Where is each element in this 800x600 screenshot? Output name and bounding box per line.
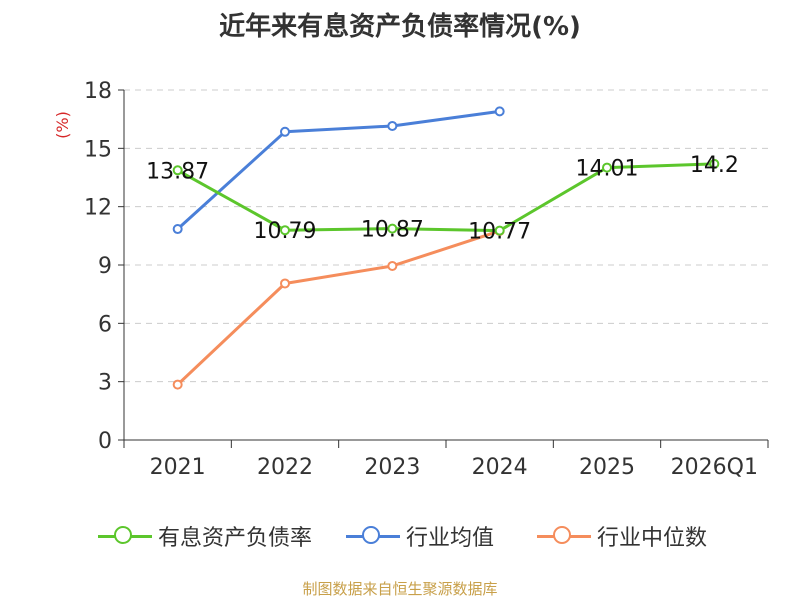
- legend-marker: [362, 526, 380, 544]
- legend-label: 行业中位数: [597, 526, 708, 551]
- data-label: 13.87: [146, 159, 209, 184]
- source-note: 制图数据来自恒生聚源数据库: [302, 580, 498, 598]
- data-point: [172, 224, 183, 235]
- legend-item[interactable]: 行业中位数: [537, 520, 707, 552]
- y-axis-label: (%): [53, 111, 72, 139]
- data-point: [602, 162, 612, 173]
- data-point: [709, 158, 720, 169]
- legend-item[interactable]: 行业均值: [346, 520, 494, 552]
- legend-item[interactable]: 有息资产负债率: [98, 520, 312, 552]
- data-point: [280, 126, 290, 137]
- x-tick-label: 2025: [579, 455, 635, 480]
- data-label: 14.01: [576, 157, 639, 182]
- x-tick-label: 2026Q1: [671, 455, 758, 480]
- legend-label: 行业均值: [406, 526, 495, 551]
- y-tick-label: 18: [84, 79, 112, 104]
- data-point: [387, 260, 398, 271]
- series-line: [176, 109, 500, 231]
- y-tick-label: 15: [84, 137, 112, 162]
- data-label: 14.2: [690, 153, 739, 178]
- series-line: [176, 229, 501, 386]
- legend-swatch: [346, 520, 400, 552]
- y-tick-label: 9: [98, 254, 112, 279]
- y-tick-label: 6: [98, 312, 112, 337]
- x-tick-label: 2023: [364, 455, 420, 480]
- data-point: [280, 225, 290, 236]
- series-line: [176, 162, 715, 233]
- data-point: [280, 278, 290, 289]
- x-tick-label: 2021: [150, 455, 206, 480]
- y-tick-label: 0: [98, 429, 112, 454]
- data-label: 10.87: [361, 218, 424, 243]
- data-point: [387, 223, 398, 234]
- data-point: [387, 120, 398, 131]
- legend-marker: [114, 526, 132, 544]
- x-tick-label: 2024: [472, 455, 528, 480]
- data-label: 10.77: [468, 220, 531, 245]
- data-label: 10.79: [254, 219, 317, 244]
- data-point: [494, 106, 505, 117]
- chart-title: 近年来有息资产负债率情况(%): [219, 12, 581, 42]
- legend-marker: [553, 526, 571, 544]
- y-tick-label: 3: [98, 371, 112, 396]
- legend-label: 有息资产负债率: [158, 526, 313, 551]
- data-point: [494, 225, 505, 236]
- legend-swatch: [537, 520, 591, 552]
- x-tick-label: 2022: [257, 455, 313, 480]
- y-tick-label: 12: [84, 196, 112, 221]
- data-point: [172, 379, 183, 390]
- data-point: [172, 165, 183, 176]
- legend-swatch: [98, 520, 152, 552]
